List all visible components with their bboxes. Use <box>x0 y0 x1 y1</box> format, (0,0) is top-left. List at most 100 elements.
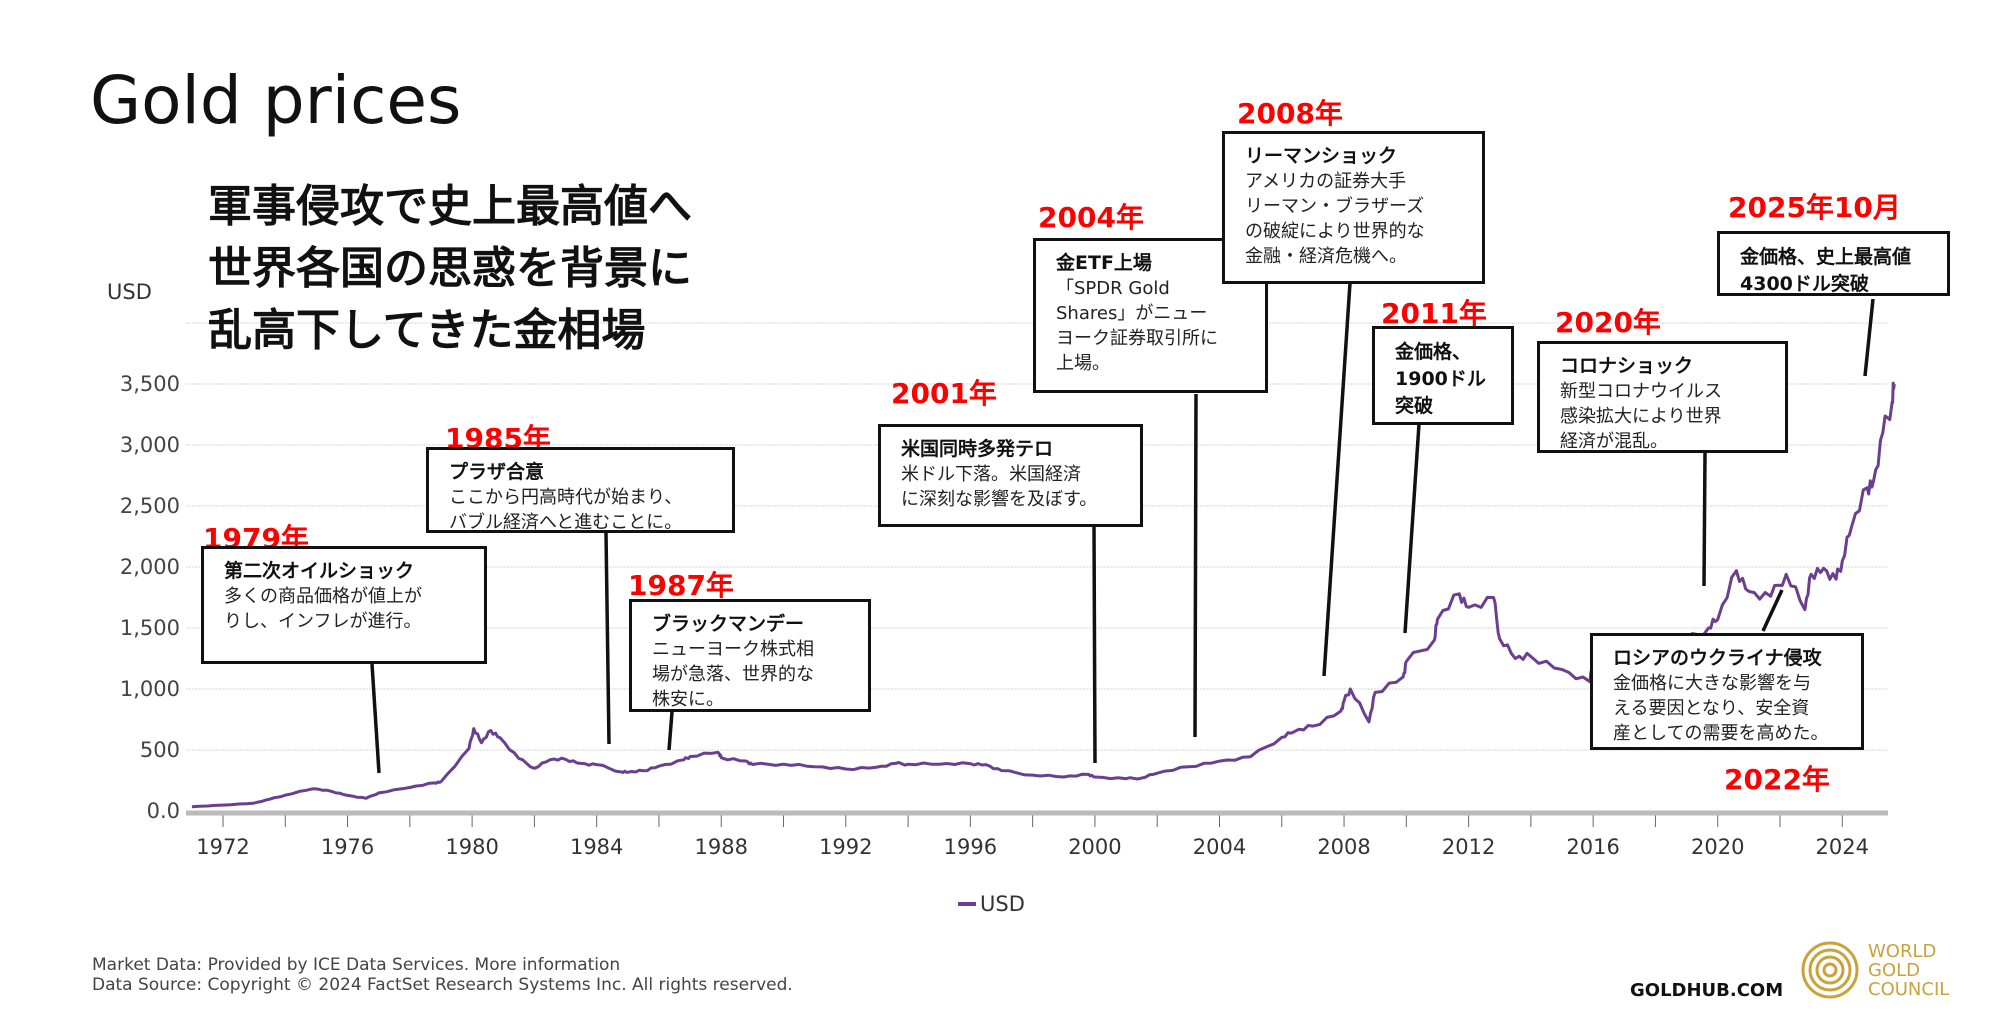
annotation-body-line: 上場。 <box>1056 353 1110 374</box>
annotation-heading: 第二次オイルショック <box>224 560 415 582</box>
headline: 軍事侵攻で史上最高値へ 世界各国の思惑を背景に 乱高下してきた金相場 <box>208 176 692 362</box>
x-tick-label: 2024 <box>1816 835 1869 859</box>
annotation-pointer-line <box>667 711 674 751</box>
annotation-box: ブラックマンデー ニューヨーク株式相 場が急落、世界的な 株安に。 <box>629 599 871 712</box>
annotation-body-line: 場が急落、世界的な <box>652 664 814 685</box>
annotation-box: 第二次オイルショック 多くの商品価格が値上が りし、インフレが進行。 <box>201 546 487 664</box>
annotation-box: リーマンショック アメリカの証券大手 リーマン・ブラザーズ の破綻により世界的な 金融・… <box>1222 131 1485 284</box>
annotation-body-line: 金融・経済危機へ。 <box>1245 246 1407 267</box>
annotation-body-line: 「SPDR Gold <box>1056 278 1170 299</box>
annotation-pointer-line <box>370 663 381 774</box>
annotation-year-label: 2025年10月 <box>1728 191 1901 224</box>
annotation-body-line: バブル経済へと進むことに。 <box>449 512 683 533</box>
annotation-pointer-line <box>1761 589 1784 632</box>
annotation-year-label: 2022年 <box>1724 763 1830 796</box>
x-tick-label: 1996 <box>944 835 997 859</box>
annotation-heading: プラザ合意 <box>449 461 545 483</box>
annotation-heading: ロシアのウクライナ侵攻 <box>1613 647 1822 669</box>
footer-data-source: Data Source: Copyright © 2024 FactSet Re… <box>92 975 793 995</box>
headline-line: 軍事侵攻で史上最高値へ <box>208 181 692 232</box>
annotation-box: 金価格、 1900ドル 突破 <box>1372 326 1514 425</box>
annotation-heading: 金価格、 1900ドル 突破 <box>1395 341 1486 417</box>
y-tick-label: 1,000 <box>120 677 180 701</box>
annotation-pointer-line <box>1193 393 1198 738</box>
annotation-pointer-line <box>1403 423 1421 634</box>
annotation-heading: ブラックマンデー <box>652 613 805 635</box>
y-tick-label: 1,500 <box>120 616 180 640</box>
headline-line: 乱高下してきた金相場 <box>208 305 646 356</box>
goldhub-link[interactable]: GOLDHUB.COM <box>1630 980 1784 1001</box>
logo-text: GOLD <box>1868 959 1921 981</box>
x-tick-label: 2012 <box>1442 835 1495 859</box>
annotation-body-line: 新型コロナウイルス <box>1560 381 1722 402</box>
annotation-pointer-line <box>604 532 611 745</box>
annotation-body-line: リーマン・ブラザーズ <box>1245 196 1425 217</box>
annotation-pointer-line <box>1322 282 1352 677</box>
x-tick-label: 1988 <box>695 835 748 859</box>
y-tick-label: 3,000 <box>120 433 180 457</box>
annotation-year-label: 2001年 <box>891 377 997 410</box>
y-axis-unit-label: USD <box>107 280 152 304</box>
annotation-body-line: 米ドル下落。米国経済 <box>901 464 1081 485</box>
annotation-body-line: アメリカの証券大手 <box>1245 171 1407 192</box>
annotation-body-line: える要因となり、安全資 <box>1613 698 1810 719</box>
annotation-body-line: 感染拡大により世界 <box>1560 406 1722 427</box>
annotation-body-line: 株安に。 <box>652 689 724 710</box>
legend[interactable]: USD <box>958 892 1025 916</box>
x-tick-label: 2008 <box>1317 835 1370 859</box>
annotation-box: 米国同時多発テロ米ドル下落。米国経済 に深刻な影響を及ぼす。 <box>878 424 1143 527</box>
x-tick-label: 2016 <box>1566 835 1619 859</box>
x-tick-label: 1980 <box>445 835 498 859</box>
logo-text: COUNCIL <box>1868 978 1950 1000</box>
annotation-year-label: 2020年 <box>1555 306 1661 339</box>
annotation-body-line: 経済が混乱。 <box>1560 431 1668 452</box>
annotation-body-line: 産としての需要を高めた。 <box>1613 723 1829 744</box>
annotation-year-label: 2004年 <box>1038 201 1144 234</box>
x-tick-label: 1984 <box>570 835 623 859</box>
annotation-heading: 金価格、史上最高値 4300ドル突破 <box>1740 246 1912 295</box>
legend-label: USD <box>980 892 1025 916</box>
annotation-year-label: 1987年 <box>628 569 734 602</box>
annotation-body-line: ここから円高時代が始まり、 <box>449 487 683 508</box>
annotation-pointer-line <box>1092 526 1097 764</box>
y-tick-label: 2,000 <box>120 555 180 579</box>
y-tick-label: 0.0 <box>147 799 180 823</box>
y-tick-label: 3,500 <box>120 372 180 396</box>
annotation-heading: コロナショック <box>1560 355 1694 377</box>
annotation-body-line: 多くの商品価格が値上が <box>224 586 422 607</box>
annotation-heading: 米国同時多発テロ <box>901 438 1054 460</box>
annotation-year-label: 2008年 <box>1237 97 1343 130</box>
annotation-body-line: ヨーク証券取引所に <box>1056 328 1218 349</box>
annotation-box: プラザ合意ここから円高時代が始まり、 バブル経済へと進むことに。 <box>426 447 735 533</box>
annotation-heading: リーマンショック <box>1245 145 1398 167</box>
logo-rings-icon <box>1801 941 1859 999</box>
annotation-year-label: 2011年 <box>1381 297 1487 330</box>
y-tick-label: 2,500 <box>120 494 180 518</box>
annotation-body-line: りし、インフレが進行。 <box>224 611 422 632</box>
annotation-pointer-line <box>1863 298 1875 377</box>
footer-market-data[interactable]: Market Data: Provided by ICE Data Servic… <box>92 955 621 975</box>
annotation-box: ロシアのウクライナ侵攻 金価格に大きな影響を与 える要因となり、安全資 産としての需要… <box>1590 633 1864 750</box>
annotation-body-line: の破綻により世界的な <box>1245 221 1425 242</box>
legend-swatch <box>958 902 976 906</box>
annotation-body-line: Shares」がニュー <box>1056 303 1208 324</box>
price-line-usd <box>191 381 1896 809</box>
x-tick-label: 2000 <box>1068 835 1121 859</box>
x-tick-label: 1976 <box>321 835 374 859</box>
annotation-body-line: 金価格に大きな影響を与 <box>1613 673 1811 694</box>
page-title: Gold prices <box>90 62 462 139</box>
annotation-heading: 金ETF上場 <box>1056 252 1152 274</box>
headline-line: 世界各国の思惑を背景に <box>208 243 692 294</box>
annotation-body-line: に深刻な影響を及ぼす。 <box>901 489 1098 510</box>
annotation-box: コロナショック新型コロナウイルス 感染拡大により世界 経済が混乱。 <box>1537 341 1788 453</box>
logo-text: WORLD <box>1868 940 1937 962</box>
x-tick-label: 2020 <box>1691 835 1744 859</box>
world-gold-council-logo: WORLD GOLD COUNCIL <box>1800 940 1949 1000</box>
annotation-body-line: ニューヨーク株式相 <box>652 639 814 660</box>
x-tick-label: 2004 <box>1193 835 1246 859</box>
y-tick-label: 500 <box>140 738 180 762</box>
annotation-pointer-line <box>1702 452 1707 587</box>
footer-credits: Market Data: Provided by ICE Data Servic… <box>92 955 793 995</box>
x-tick-label: 1972 <box>196 835 249 859</box>
annotation-box: 金価格、史上最高値 4300ドル突破 <box>1717 231 1950 296</box>
